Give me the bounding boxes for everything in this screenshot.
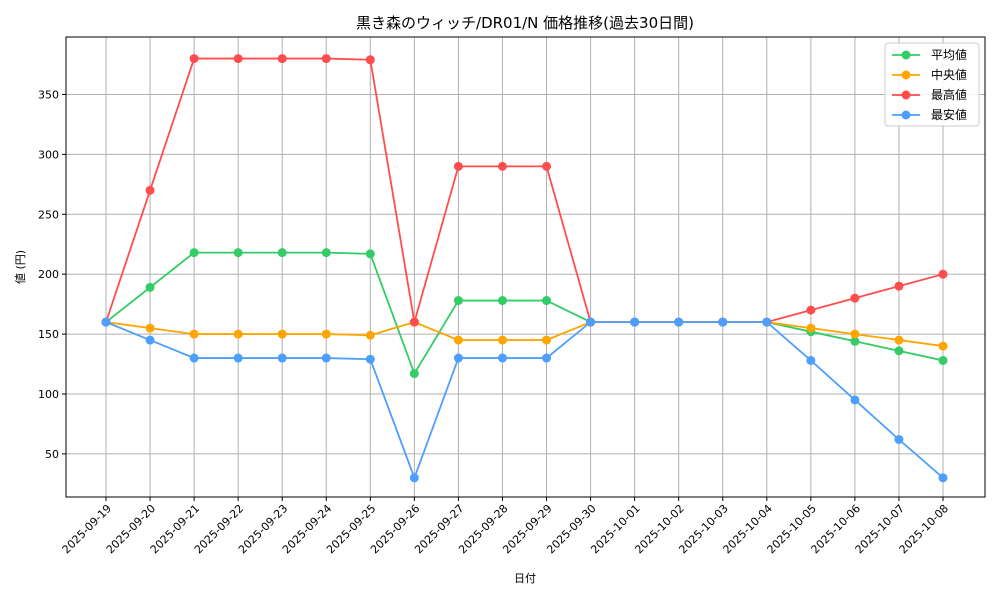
data-point [189, 248, 199, 258]
legend-item: 最安値 [892, 107, 967, 122]
y-tick-label: 300 [38, 148, 59, 161]
data-point [277, 329, 287, 339]
data-point [497, 161, 507, 171]
y-tick-label: 350 [38, 89, 59, 102]
data-point [894, 335, 904, 345]
data-point [409, 317, 419, 327]
data-point [938, 269, 948, 279]
series-line [105, 321, 944, 481]
data-point [145, 185, 155, 195]
y-tick-label: 250 [38, 208, 59, 221]
data-point [762, 317, 772, 327]
data-point [365, 55, 375, 65]
data-point [365, 354, 375, 364]
legend-marker-icon [901, 70, 911, 80]
data-point [409, 369, 419, 379]
data-point [453, 335, 463, 345]
plot-area-frame [65, 36, 986, 498]
data-point [321, 329, 331, 339]
data-point [630, 317, 640, 327]
data-point [718, 317, 728, 327]
data-point [806, 305, 816, 315]
data-point [674, 317, 684, 327]
legend-box [884, 42, 980, 127]
series-line [105, 57, 944, 324]
y-tick-label: 200 [38, 268, 59, 281]
data-point [850, 329, 860, 339]
data-point [277, 248, 287, 258]
data-point [894, 346, 904, 356]
data-point [321, 353, 331, 363]
data-point [542, 353, 552, 363]
data-point [894, 281, 904, 291]
chart-title: 黒き森のウィッチ/DR01/N 価格推移(過去30日間) [356, 14, 694, 32]
data-point [542, 335, 552, 345]
data-point [542, 161, 552, 171]
x-axis-ticks: 2025-09-192025-09-202025-09-212025-09-22… [60, 497, 951, 556]
data-point [894, 435, 904, 444]
y-tick-label: 100 [38, 388, 59, 401]
data-point [938, 341, 948, 351]
data-point [189, 329, 199, 339]
data-point [321, 248, 331, 258]
data-point [806, 323, 816, 333]
grid-lines [66, 37, 985, 497]
data-point [189, 54, 199, 64]
legend-label: 最安値 [931, 107, 967, 122]
data-point [409, 473, 419, 483]
legend-marker-icon [901, 90, 911, 100]
series-lines [101, 54, 948, 483]
data-point [850, 395, 860, 405]
legend-marker-icon [901, 50, 911, 60]
data-point [101, 317, 111, 327]
data-point [233, 329, 243, 339]
legend-item: 中央値 [892, 67, 967, 82]
data-point [233, 54, 243, 64]
y-axis-label: 値 (円) [14, 250, 27, 284]
y-axis-ticks: 50 100 150 200 250 300 350 [38, 89, 66, 461]
legend-label: 最高値 [931, 87, 967, 102]
data-point [189, 353, 199, 363]
data-point [233, 248, 243, 258]
data-point [497, 353, 507, 363]
legend-label: 平均値 [931, 47, 967, 62]
legend-marker-icon [901, 110, 911, 120]
data-point [850, 336, 860, 346]
data-point [497, 296, 507, 306]
series-最安値 [101, 317, 948, 483]
data-point [145, 282, 155, 292]
data-point [453, 296, 463, 306]
legend-item: 平均値 [892, 47, 967, 62]
data-point [497, 335, 507, 345]
data-point [938, 355, 948, 365]
data-point [321, 54, 331, 64]
data-point [542, 296, 552, 306]
data-point [145, 323, 155, 333]
x-axis-label: 日付 [514, 572, 536, 585]
data-point [277, 54, 287, 64]
data-point [365, 330, 375, 340]
data-point [277, 353, 287, 363]
series-line [105, 321, 944, 347]
y-tick-label: 150 [38, 328, 59, 341]
data-point [453, 161, 463, 171]
series-line [105, 251, 944, 376]
data-point [453, 353, 463, 363]
legend-item: 最高値 [892, 87, 967, 102]
data-point [586, 317, 596, 327]
data-point [233, 353, 243, 363]
legend-label: 中央値 [931, 67, 967, 82]
data-point [145, 335, 155, 345]
data-point [806, 355, 816, 365]
y-tick-label: 50 [45, 448, 59, 461]
data-point [850, 293, 860, 303]
data-point [938, 473, 948, 483]
data-point [365, 249, 375, 259]
